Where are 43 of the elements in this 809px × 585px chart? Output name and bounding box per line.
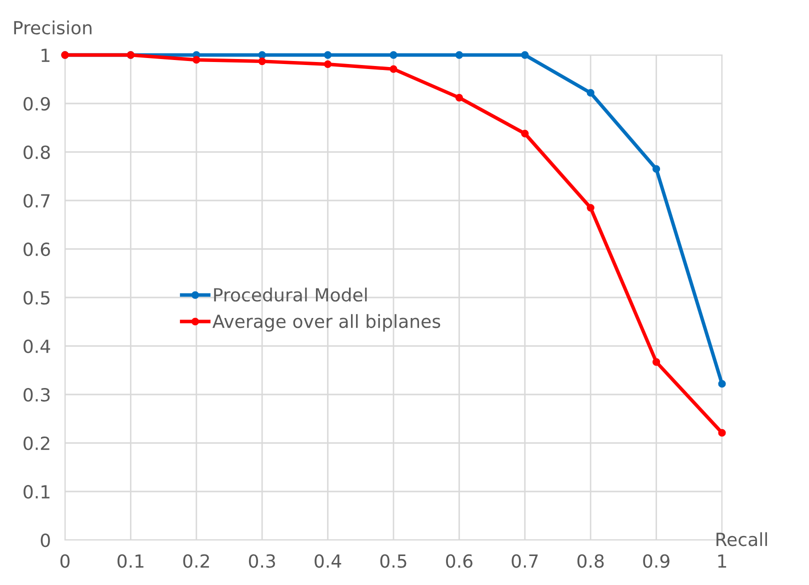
x-tick-label: 0.5 [380,554,406,568]
y-tick-label: 0.6 [24,242,50,256]
y-tick-label: 0.3 [24,388,50,402]
x-tick-label: 0.1 [118,554,144,568]
y-tick-label: 0.2 [24,436,50,450]
x-tick-label: 0.4 [314,554,342,568]
point [718,428,726,437]
x-tick-label: 0.8 [577,554,604,568]
x-tick-label: 1 [718,554,726,568]
point [324,51,332,59]
point [521,130,529,138]
y-tick-label: 0.9 [24,96,50,111]
point [455,51,464,59]
x-tick-label: 0 [60,554,70,568]
point [258,51,266,59]
point [390,65,398,73]
x-tick-label: 0.6 [446,554,472,568]
y-tick-label: 1 [42,48,50,62]
point [455,94,464,102]
point [390,51,398,59]
y-axis-title: Precision [14,20,92,35]
point [324,60,332,68]
legend-label: Procedural Model [214,288,367,302]
y-tick-label: 0.7 [24,194,50,208]
y-tick-label: 0.4 [24,339,50,354]
x-tick-label: 0.3 [248,554,276,568]
y-tick-label: 0 [40,533,50,548]
point [586,204,594,212]
point [192,56,200,64]
point [258,57,266,66]
point [586,89,594,97]
x-tick-label: 0.2 [183,554,209,568]
y-tick-label: 0.8 [24,145,50,160]
point [652,358,660,366]
y-tick-label: 0.5 [24,290,50,305]
legend-label: Average over all biplanes [212,314,440,332]
x-axis-title: Recall [716,532,767,546]
x-tick-label: 0.7 [512,554,538,568]
point [521,51,529,59]
point [718,380,726,388]
y-tick-label: 0.1 [24,484,50,499]
point [652,165,660,173]
x-tick-label: 0.9 [643,554,670,568]
